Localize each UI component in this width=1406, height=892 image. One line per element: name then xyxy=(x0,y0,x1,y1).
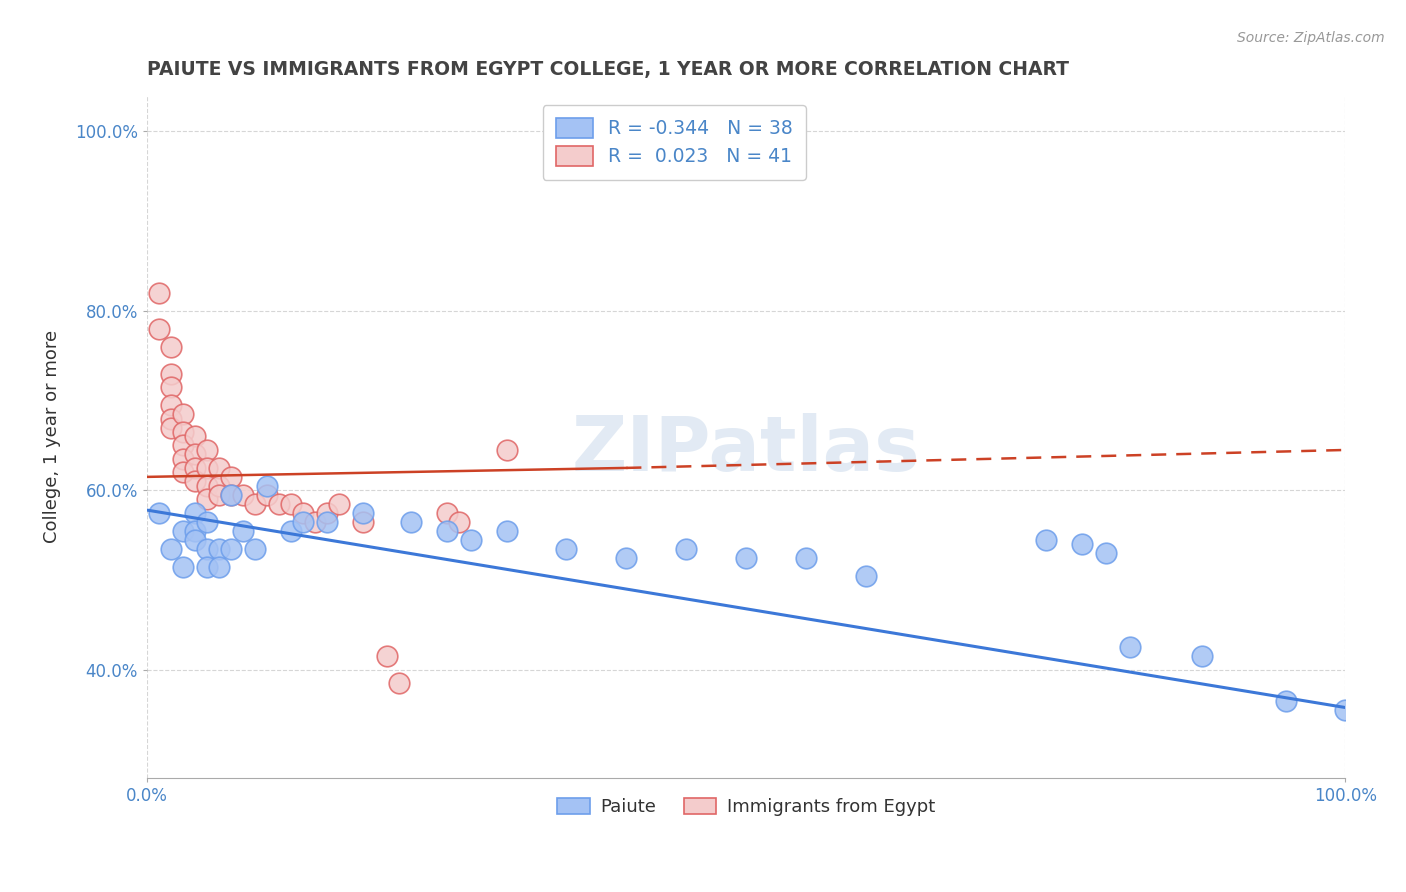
Point xyxy=(160,380,183,394)
Point xyxy=(291,515,314,529)
Point xyxy=(160,340,183,354)
Point xyxy=(267,497,290,511)
Point xyxy=(1334,703,1357,717)
Point xyxy=(675,541,697,556)
Point xyxy=(794,550,817,565)
Point xyxy=(172,452,194,467)
Point xyxy=(184,506,207,520)
Point xyxy=(555,541,578,556)
Point xyxy=(232,488,254,502)
Point xyxy=(172,438,194,452)
Point xyxy=(315,515,337,529)
Point xyxy=(352,506,374,520)
Point xyxy=(388,676,411,690)
Point xyxy=(172,559,194,574)
Point xyxy=(195,515,218,529)
Point xyxy=(195,479,218,493)
Point xyxy=(208,479,231,493)
Point xyxy=(195,541,218,556)
Point xyxy=(160,420,183,434)
Point xyxy=(291,506,314,520)
Point xyxy=(616,550,638,565)
Point xyxy=(436,506,458,520)
Point xyxy=(256,479,278,493)
Point xyxy=(148,506,170,520)
Point xyxy=(280,524,302,538)
Point xyxy=(280,497,302,511)
Point xyxy=(160,411,183,425)
Point xyxy=(172,466,194,480)
Point xyxy=(735,550,758,565)
Text: PAIUTE VS IMMIGRANTS FROM EGYPT COLLEGE, 1 YEAR OR MORE CORRELATION CHART: PAIUTE VS IMMIGRANTS FROM EGYPT COLLEGE,… xyxy=(148,60,1069,78)
Y-axis label: College, 1 year or more: College, 1 year or more xyxy=(44,330,60,543)
Point xyxy=(219,541,242,556)
Point xyxy=(1119,640,1142,655)
Point xyxy=(184,447,207,461)
Point xyxy=(243,541,266,556)
Point xyxy=(219,488,242,502)
Point xyxy=(148,285,170,300)
Point xyxy=(1274,694,1296,708)
Point xyxy=(495,524,517,538)
Point xyxy=(375,649,398,664)
Point xyxy=(208,559,231,574)
Point xyxy=(1191,649,1213,664)
Point xyxy=(172,524,194,538)
Point xyxy=(495,442,517,457)
Point xyxy=(1070,537,1092,551)
Point xyxy=(184,429,207,443)
Text: ZIPatlas: ZIPatlas xyxy=(572,413,921,487)
Point xyxy=(232,524,254,538)
Text: Source: ZipAtlas.com: Source: ZipAtlas.com xyxy=(1237,31,1385,45)
Point xyxy=(399,515,422,529)
Point xyxy=(208,461,231,475)
Point xyxy=(304,515,326,529)
Point xyxy=(328,497,350,511)
Point xyxy=(184,533,207,547)
Point xyxy=(195,461,218,475)
Point xyxy=(148,322,170,336)
Point xyxy=(208,541,231,556)
Point xyxy=(172,425,194,439)
Point xyxy=(160,541,183,556)
Point xyxy=(352,515,374,529)
Point xyxy=(855,568,877,582)
Point xyxy=(184,475,207,489)
Point xyxy=(243,497,266,511)
Point xyxy=(160,367,183,381)
Point xyxy=(160,398,183,412)
Point xyxy=(460,533,482,547)
Point xyxy=(1094,546,1116,560)
Point xyxy=(256,488,278,502)
Point xyxy=(315,506,337,520)
Point xyxy=(184,524,207,538)
Point xyxy=(172,407,194,421)
Point xyxy=(184,461,207,475)
Point xyxy=(447,515,470,529)
Point xyxy=(219,488,242,502)
Point xyxy=(195,559,218,574)
Point xyxy=(195,492,218,507)
Point xyxy=(1035,533,1057,547)
Point xyxy=(219,470,242,484)
Legend: Paiute, Immigrants from Egypt: Paiute, Immigrants from Egypt xyxy=(550,790,942,823)
Point xyxy=(208,488,231,502)
Point xyxy=(436,524,458,538)
Point xyxy=(195,442,218,457)
